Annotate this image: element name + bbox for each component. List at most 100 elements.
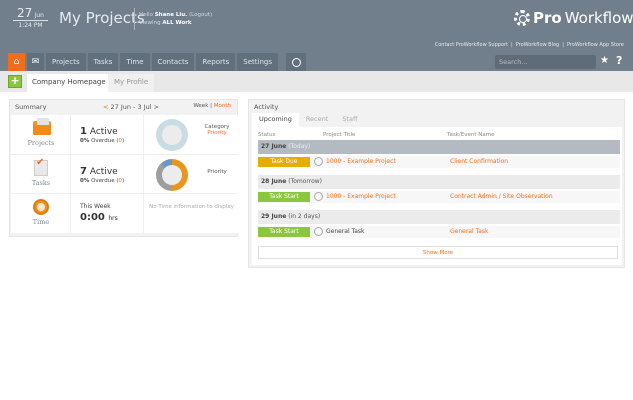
nav-messages[interactable]: ✉	[27, 53, 44, 71]
category-toggle[interactable]: Category	[204, 124, 230, 130]
separator: |	[210, 103, 212, 109]
stopwatch-icon	[291, 57, 301, 67]
tasks-active: 7 Active	[80, 166, 118, 177]
help-icon[interactable]: ?	[616, 54, 623, 67]
complete-checkbox[interactable]	[314, 192, 323, 201]
priority-toggle[interactable]: Priority	[207, 130, 227, 136]
viewing-label: Viewing	[139, 20, 161, 26]
nav-contacts[interactable]: Contacts	[151, 53, 195, 71]
day-relative: (Tomorrow)	[288, 178, 323, 185]
range-label: 27 Jun - 3 Jul	[110, 103, 152, 111]
overdue-count[interactable]: 0	[118, 178, 123, 184]
task-link[interactable]: General Task	[450, 228, 489, 235]
day-header: 27 June (Today)	[258, 140, 620, 154]
logo-bold: Pro	[533, 9, 562, 27]
overdue-pct: 0%	[80, 178, 90, 184]
activity-tabs: Upcoming Recent Staff	[252, 113, 365, 127]
blog-link[interactable]: ProWorkflow Blog	[515, 42, 560, 48]
nav-time[interactable]: Time	[120, 53, 150, 71]
hello-label: Hello	[139, 12, 153, 18]
page-title: My Projects	[59, 9, 145, 27]
month-toggle[interactable]: Month	[213, 103, 231, 109]
support-link[interactable]: Contact ProWorkflow Support	[434, 42, 509, 48]
prev-range-button[interactable]: <	[103, 103, 109, 111]
activity-title: Activity	[254, 103, 279, 111]
priority-label: Priority	[207, 169, 227, 175]
clock-icon	[33, 199, 49, 215]
star-icon[interactable]: ★	[600, 55, 609, 66]
day-relative: (in 2 days)	[288, 213, 321, 220]
day-header: 29 June (in 2 days)	[258, 210, 620, 224]
nav-home[interactable]: ⌂	[8, 53, 25, 71]
summary-row-time: Time This Week 0:00 hrs No Time informati…	[11, 193, 238, 233]
main-nav: ⌂ ✉ Projects Tasks Time Contacts Reports…	[8, 53, 278, 71]
tasks-label: Tasks	[31, 179, 51, 187]
status-badge: Task Due	[258, 157, 310, 167]
day-header: 28 June (Tomorrow)	[258, 175, 620, 189]
day-relative: (Today)	[288, 143, 311, 150]
week-toggle[interactable]: Week	[193, 103, 209, 109]
tab-my-profile[interactable]: My Profile	[108, 74, 155, 92]
home-icon: ⌂	[13, 57, 20, 67]
add-button[interactable]: +	[8, 75, 22, 88]
active-label: Active	[89, 167, 118, 177]
table-row: Task Start General Task General Task	[258, 226, 620, 238]
chart-mode: Category Priority	[202, 124, 232, 136]
tab-company-homepage[interactable]: Company Homepage	[27, 74, 111, 92]
overdue-count[interactable]: 0	[118, 138, 123, 144]
overdue-label: Overdue	[91, 138, 115, 144]
nav-tasks[interactable]: Tasks	[87, 53, 119, 71]
task-link[interactable]: Contract Admin / Site Observation	[450, 193, 553, 200]
day-date: 29 June	[261, 213, 287, 220]
checklist-icon	[34, 157, 48, 176]
activity-list: Status Project Title Task/Event Name 27 …	[252, 127, 622, 265]
date-widget: 27 Jun 1:24 PM	[13, 7, 48, 29]
next-range-button[interactable]: >	[153, 103, 160, 111]
col-task-name: Task/Event Name	[447, 132, 495, 138]
table-row: Task Due 1000 - Example Project Client Con…	[258, 156, 620, 168]
status-badge: Task Start	[258, 192, 310, 202]
summary-row-tasks: Tasks 7 Active 0% Overdue (0) Priority	[11, 154, 238, 194]
tasks-count: 7	[80, 166, 87, 177]
projects-link[interactable]: Projects	[11, 115, 71, 154]
nav-settings[interactable]: Settings	[237, 53, 278, 71]
summary-title: Summary	[15, 103, 47, 111]
tab-upcoming[interactable]: Upcoming	[252, 113, 299, 127]
day-date: 28 June	[261, 178, 287, 185]
header-links: Contact ProWorkflow Support | ProWorkflow …	[434, 42, 624, 48]
project-link[interactable]: General Task	[326, 228, 365, 235]
overdue-label: Overdue	[91, 178, 115, 184]
projects-donut-chart	[156, 119, 188, 151]
nav-projects[interactable]: Projects	[46, 53, 86, 71]
complete-checkbox[interactable]	[314, 157, 323, 166]
no-time-message: No Time information to display	[149, 204, 234, 210]
search-input[interactable]: Search...	[495, 55, 596, 69]
proworkflow-logo[interactable]: Pro Workflow	[514, 9, 633, 27]
time-label: Time	[32, 218, 50, 226]
tasks-link[interactable]: Tasks	[11, 155, 71, 194]
date-day: 27	[17, 6, 33, 20]
time-link[interactable]: Time	[11, 194, 71, 233]
show-more-button[interactable]: Show More	[258, 246, 618, 259]
logout-link[interactable]: (Logout)	[189, 12, 213, 18]
period-toggle: Week | Month	[193, 103, 231, 109]
projects-count: 1	[80, 126, 87, 137]
nav-reports[interactable]: Reports	[196, 53, 236, 71]
complete-checkbox[interactable]	[314, 227, 323, 236]
tab-staff[interactable]: Staff	[335, 113, 365, 127]
date-month: Jun	[34, 12, 44, 19]
project-link[interactable]: 1000 - Example Project	[326, 158, 396, 165]
date-range: < 27 Jun - 3 Jul >	[103, 103, 159, 111]
viewing-scope[interactable]: ALL Work	[162, 20, 192, 26]
this-week-label: This Week	[80, 203, 111, 210]
timer-button[interactable]	[286, 53, 306, 71]
tab-recent[interactable]: Recent	[298, 113, 336, 127]
hours-value: 0:00 hrs	[80, 212, 118, 223]
user-info: Hello Shane Liu. (Logout) Viewing ALL Wo…	[139, 11, 212, 27]
project-link[interactable]: 1000 - Example Project	[326, 193, 396, 200]
task-link[interactable]: Client Confirmation	[450, 158, 509, 165]
app-store-link[interactable]: ProWorkflow App Store	[566, 42, 624, 48]
overdue-pct: 0%	[80, 138, 90, 144]
mail-icon: ✉	[31, 57, 40, 67]
table-row: Task Start 1000 - Example Project Contract…	[258, 191, 620, 203]
